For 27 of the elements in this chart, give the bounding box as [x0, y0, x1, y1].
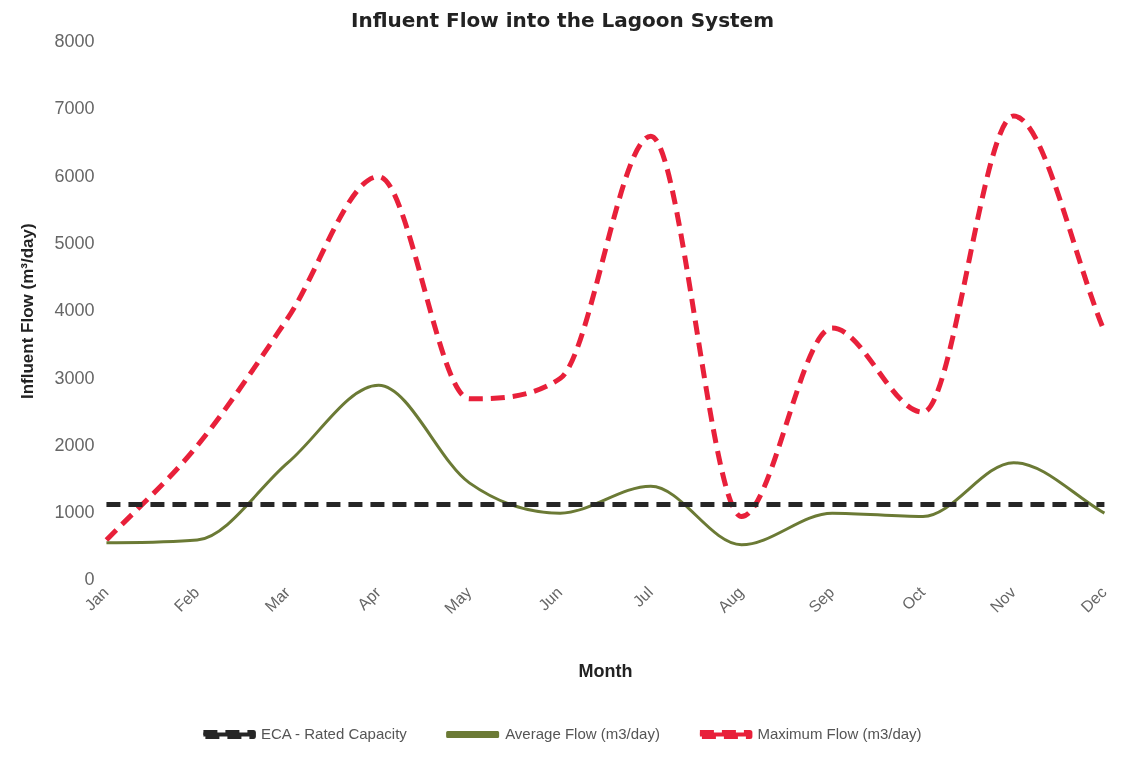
line-series: [104, 383, 1106, 547]
x-tick-label: Apr: [354, 582, 385, 614]
x-tick-label: Aug: [714, 583, 747, 616]
legend-label: Average Flow (m3/day): [505, 724, 660, 742]
x-tick-label: Nov: [986, 583, 1019, 616]
x-tick-label: Dec: [1077, 583, 1110, 616]
x-tick-label: Oct: [898, 583, 929, 614]
x-tick-label: Feb: [170, 583, 203, 615]
legend-label: ECA - Rated Capacity: [260, 724, 408, 742]
y-tick-label: 2000: [54, 434, 95, 455]
y-tick-label: 3000: [54, 367, 95, 388]
x-tick-label: Jun: [535, 583, 566, 614]
chart-title: Influent Flow into the Lagoon System: [351, 8, 774, 33]
y-axis-title: Influent Flow (m³/day): [17, 223, 37, 400]
x-axis-title: Month: [578, 661, 633, 682]
y-tick-label: 5000: [54, 232, 95, 253]
y-tick-label: 7000: [54, 98, 95, 119]
y-tick-label: 8000: [54, 30, 95, 51]
x-tick-label: Jul: [629, 583, 657, 610]
y-tick-label: 1000: [54, 502, 95, 523]
y-tick-label: 4000: [54, 300, 95, 321]
y-tick-label: 0: [84, 569, 95, 590]
x-tick-label: Sep: [805, 583, 838, 616]
x-tick-label: May: [441, 583, 475, 617]
legend-label: Maximum Flow (m3/day): [757, 724, 922, 742]
y-tick-label: 6000: [54, 165, 95, 186]
x-tick-label: Mar: [261, 582, 294, 615]
